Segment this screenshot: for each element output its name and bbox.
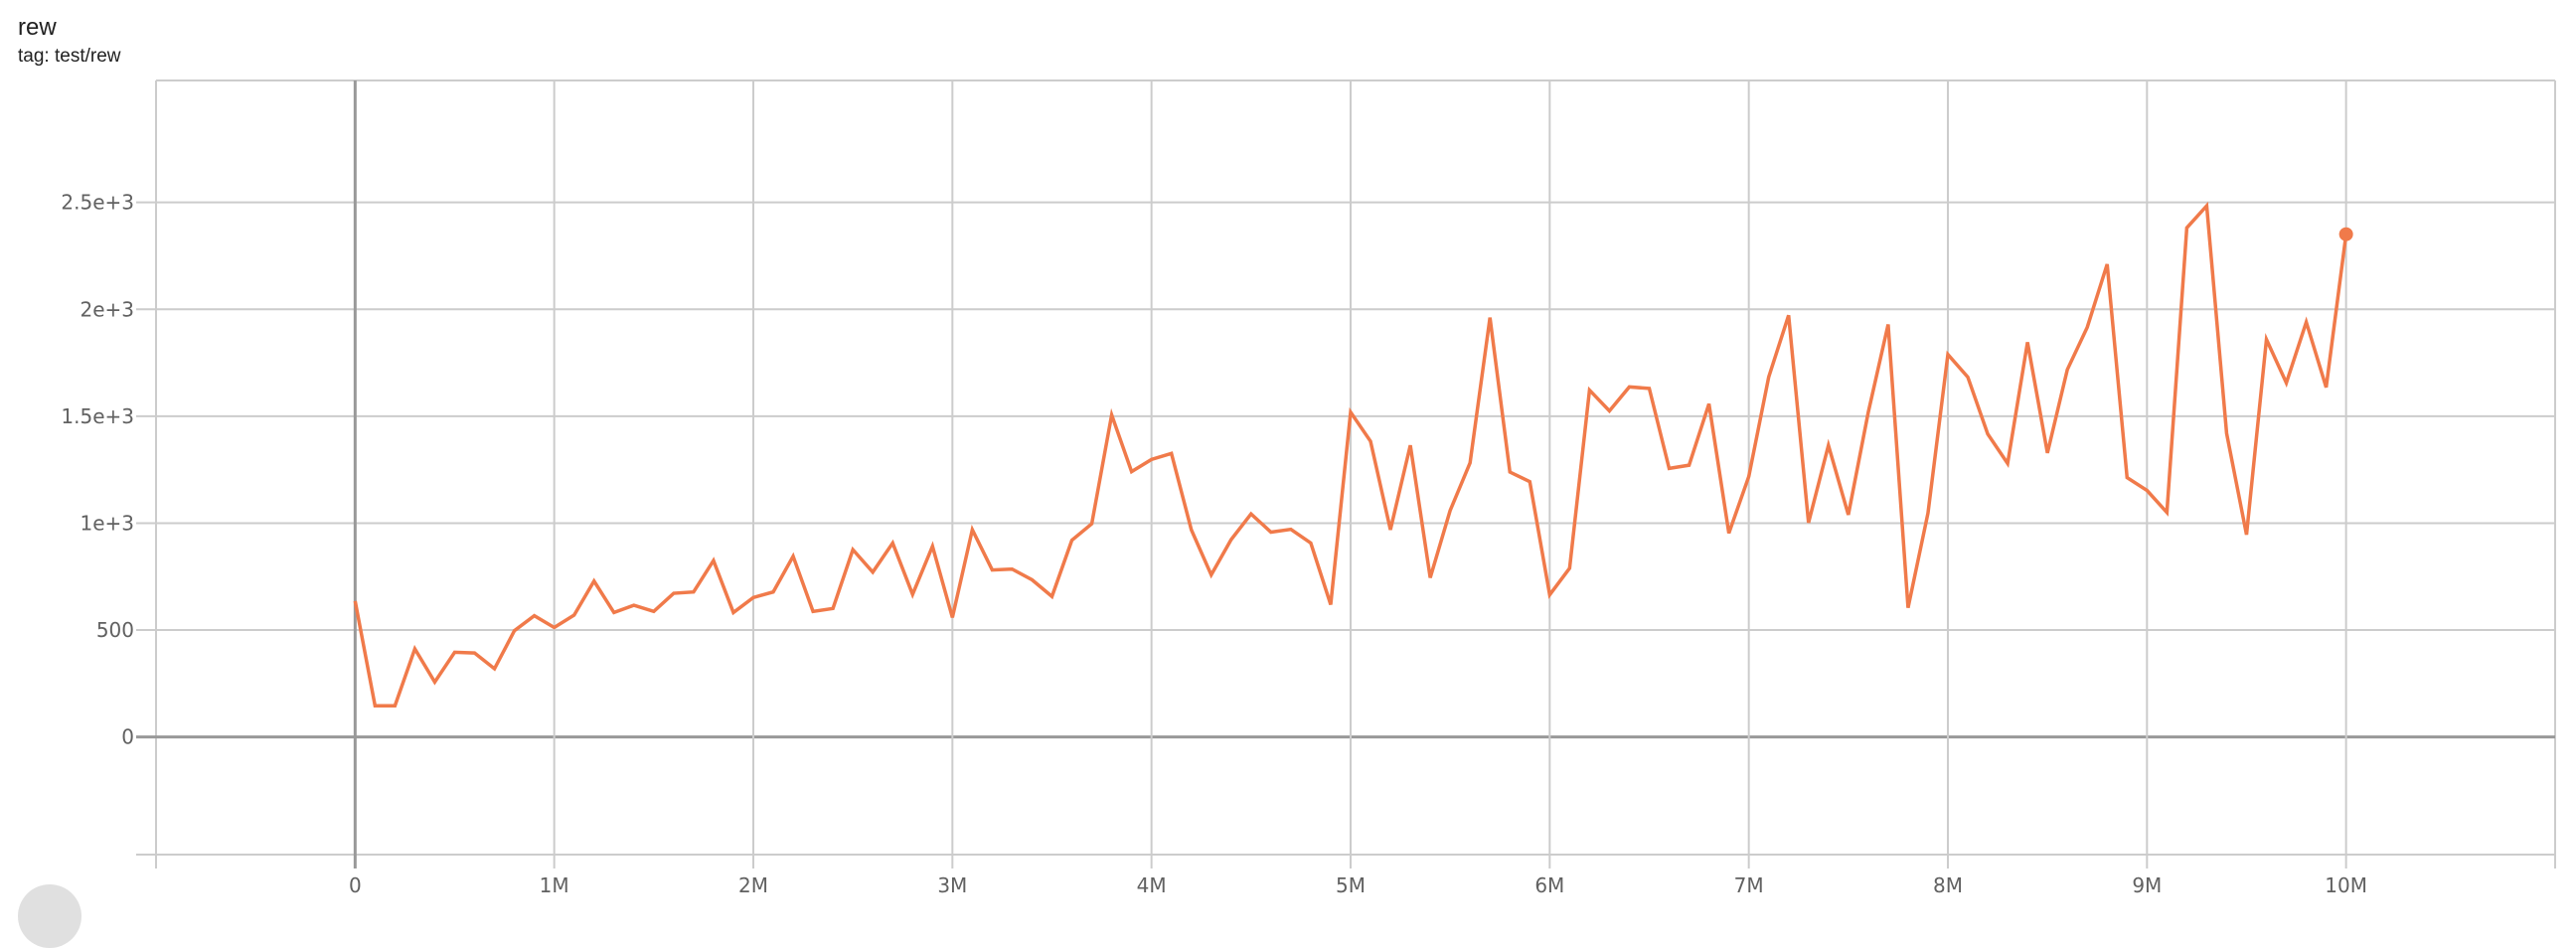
x-tick-label: 2M: [738, 873, 768, 897]
x-tick-label: 7M: [1734, 873, 1764, 897]
x-tick-label: 0: [349, 873, 362, 897]
x-tick-label: 3M: [937, 873, 967, 897]
y-tick-label: 1e+3: [80, 511, 134, 535]
y-tick-label: 500: [96, 618, 134, 642]
y-tick-label: 0: [121, 725, 134, 749]
last-point-marker: [2339, 228, 2353, 241]
x-tick-label: 4M: [1137, 873, 1167, 897]
x-tick-label: 5M: [1336, 873, 1366, 897]
x-tick-label: 1M: [540, 873, 569, 897]
y-tick-label: 1.5e+3: [61, 404, 134, 428]
y-tick-label: 2e+3: [80, 297, 134, 321]
x-tick-label: 6M: [1534, 873, 1564, 897]
x-tick-label: 9M: [2132, 873, 2162, 897]
y-tick-label: 2.5e+3: [61, 191, 134, 215]
x-tick-label: 10M: [2325, 873, 2367, 897]
fit-domain-button[interactable]: [18, 884, 81, 948]
line-chart: 0 500 1e+3 1.5e+3 2e+3 2.5e+3 0 1M 2M 3M 4M 5M 6M 7M 8…: [0, 0, 2576, 898]
x-tick-label: 8M: [1933, 873, 1963, 897]
